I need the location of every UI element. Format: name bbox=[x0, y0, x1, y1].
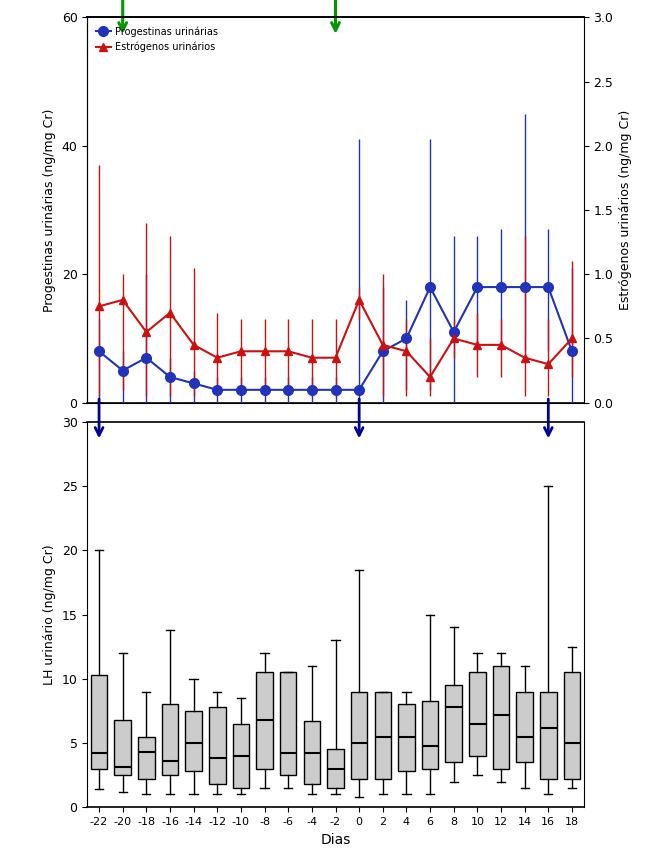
PathPatch shape bbox=[303, 721, 320, 784]
PathPatch shape bbox=[493, 666, 509, 769]
PathPatch shape bbox=[351, 692, 368, 779]
PathPatch shape bbox=[540, 692, 556, 779]
PathPatch shape bbox=[280, 673, 297, 775]
PathPatch shape bbox=[446, 685, 462, 762]
PathPatch shape bbox=[162, 705, 178, 775]
PathPatch shape bbox=[517, 692, 533, 762]
PathPatch shape bbox=[115, 720, 131, 775]
Y-axis label: Progestinas urinárias (ng/mg Cr): Progestinas urinárias (ng/mg Cr) bbox=[43, 108, 56, 312]
Legend: Progestinas urinárias, Estrógenos urinários: Progestinas urinárias, Estrógenos urinár… bbox=[92, 23, 222, 56]
Y-axis label: LH urinário (ng/mg Cr): LH urinário (ng/mg Cr) bbox=[43, 544, 56, 685]
PathPatch shape bbox=[138, 737, 154, 779]
PathPatch shape bbox=[91, 675, 107, 769]
PathPatch shape bbox=[374, 692, 391, 779]
PathPatch shape bbox=[256, 673, 273, 769]
PathPatch shape bbox=[233, 724, 249, 788]
PathPatch shape bbox=[564, 673, 580, 779]
PathPatch shape bbox=[327, 749, 344, 788]
PathPatch shape bbox=[398, 705, 415, 772]
PathPatch shape bbox=[209, 707, 225, 784]
PathPatch shape bbox=[422, 700, 438, 769]
PathPatch shape bbox=[185, 711, 202, 772]
Y-axis label: Estrógenos urinários (ng/mg Cr): Estrógenos urinários (ng/mg Cr) bbox=[619, 110, 632, 310]
X-axis label: Dias: Dias bbox=[320, 832, 351, 846]
PathPatch shape bbox=[469, 673, 486, 756]
